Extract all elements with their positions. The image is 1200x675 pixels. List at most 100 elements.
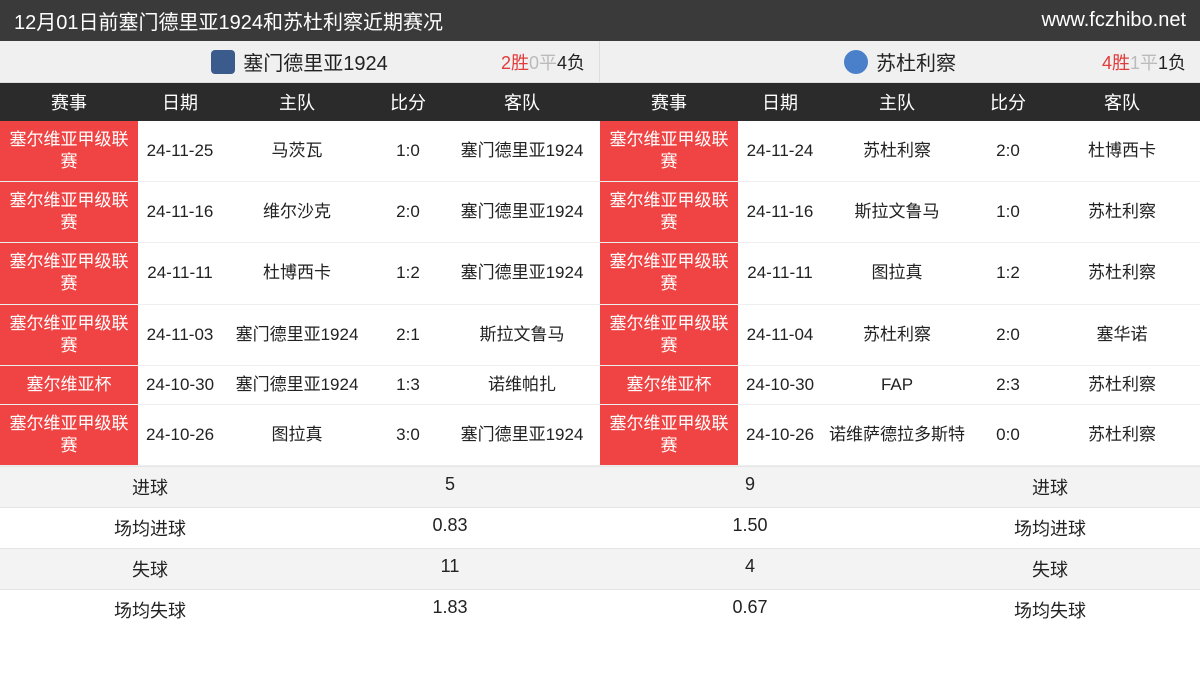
sum-label: 场均失球 — [900, 590, 1200, 630]
cell-score: 2:0 — [372, 182, 444, 243]
team-b-table-wrap: 赛事 日期 主队 比分 客队 塞尔维亚甲级联赛24-11-24苏杜利察2:0杜博… — [600, 83, 1200, 466]
cell-score: 1:2 — [372, 243, 444, 304]
cell-comp: 塞尔维亚甲级联赛 — [600, 404, 738, 465]
cell-date: 24-11-16 — [738, 182, 822, 243]
col-away: 客队 — [1044, 83, 1200, 121]
cell-date: 24-11-11 — [738, 243, 822, 304]
team-b-logo-icon — [844, 50, 868, 74]
cell-score: 0:0 — [972, 404, 1044, 465]
col-home: 主队 — [822, 83, 972, 121]
cell-score: 2:3 — [972, 365, 1044, 404]
table-row: 塞尔维亚甲级联赛24-10-26诺维萨德拉多斯特0:0苏杜利察 — [600, 404, 1200, 465]
team-a-table: 赛事 日期 主队 比分 客队 塞尔维亚甲级联赛24-11-25马茨瓦1:0塞门德… — [0, 83, 600, 466]
cell-away: 苏杜利察 — [1044, 243, 1200, 304]
table-row: 塞尔维亚甲级联赛24-11-16斯拉文鲁马1:0苏杜利察 — [600, 182, 1200, 243]
cell-home: FAP — [822, 365, 972, 404]
team-b-wins: 4胜 — [1102, 53, 1130, 73]
sum-value: 9 — [600, 467, 900, 507]
cell-home: 斯拉文鲁马 — [822, 182, 972, 243]
table-row: 塞尔维亚甲级联赛24-11-11杜博西卡1:2塞门德里亚1924 — [0, 243, 600, 304]
cell-away: 苏杜利察 — [1044, 182, 1200, 243]
col-date: 日期 — [138, 83, 222, 121]
cell-home: 塞门德里亚1924 — [222, 365, 372, 404]
cell-away: 诺维帕扎 — [444, 365, 600, 404]
cell-date: 24-11-03 — [138, 304, 222, 365]
sum-label: 失球 — [0, 549, 300, 589]
col-comp: 赛事 — [0, 83, 138, 121]
page-title: 12月01日前塞门德里亚1924和苏杜利察近期赛况 — [14, 6, 443, 35]
cell-date: 24-10-30 — [138, 365, 222, 404]
col-score: 比分 — [972, 83, 1044, 121]
cell-home: 塞门德里亚1924 — [222, 304, 372, 365]
cell-score: 2:0 — [972, 121, 1044, 182]
cell-comp: 塞尔维亚甲级联赛 — [0, 121, 138, 182]
cell-home: 维尔沙克 — [222, 182, 372, 243]
sum-label: 进球 — [900, 467, 1200, 507]
team-a-logo-icon — [211, 50, 235, 74]
cell-comp: 塞尔维亚甲级联赛 — [600, 121, 738, 182]
cell-home: 苏杜利察 — [822, 121, 972, 182]
cell-comp: 塞尔维亚杯 — [600, 365, 738, 404]
team-a-table-wrap: 赛事 日期 主队 比分 客队 塞尔维亚甲级联赛24-11-25马茨瓦1:0塞门德… — [0, 83, 600, 466]
team-b-losses: 1负 — [1158, 53, 1186, 73]
cell-away: 苏杜利察 — [1044, 365, 1200, 404]
sum-label: 进球 — [0, 467, 300, 507]
team-a-wins: 2胜 — [501, 53, 529, 73]
sum-label: 场均失球 — [0, 590, 300, 630]
cell-comp: 塞尔维亚甲级联赛 — [600, 304, 738, 365]
team-b-table: 赛事 日期 主队 比分 客队 塞尔维亚甲级联赛24-11-24苏杜利察2:0杜博… — [600, 83, 1200, 466]
col-date: 日期 — [738, 83, 822, 121]
cell-comp: 塞尔维亚甲级联赛 — [0, 182, 138, 243]
tables-row: 赛事 日期 主队 比分 客队 塞尔维亚甲级联赛24-11-25马茨瓦1:0塞门德… — [0, 83, 1200, 466]
cell-date: 24-11-25 — [138, 121, 222, 182]
cell-away: 塞华诺 — [1044, 304, 1200, 365]
col-comp: 赛事 — [600, 83, 738, 121]
sum-value: 11 — [300, 549, 600, 589]
team-a-summary: 进球5 场均进球0.83 失球11 场均失球1.83 — [0, 466, 600, 630]
table-row: 塞尔维亚甲级联赛24-11-16维尔沙克2:0塞门德里亚1924 — [0, 182, 600, 243]
cell-home: 图拉真 — [222, 404, 372, 465]
table-row: 塞尔维亚杯24-10-30塞门德里亚19241:3诺维帕扎 — [0, 365, 600, 404]
cell-comp: 塞尔维亚甲级联赛 — [0, 404, 138, 465]
team-b-summary: 9进球 1.50场均进球 4失球 0.67场均失球 — [600, 466, 1200, 630]
cell-home: 苏杜利察 — [822, 304, 972, 365]
cell-home: 杜博西卡 — [222, 243, 372, 304]
team-header-row: 塞门德里亚1924 2胜0平4负 苏杜利察 4胜1平1负 — [0, 41, 1200, 83]
cell-score: 1:0 — [372, 121, 444, 182]
cell-score: 1:2 — [972, 243, 1044, 304]
cell-home: 图拉真 — [822, 243, 972, 304]
cell-date: 24-11-11 — [138, 243, 222, 304]
cell-date: 24-10-26 — [138, 404, 222, 465]
col-away: 客队 — [444, 83, 600, 121]
team-a-header: 塞门德里亚1924 2胜0平4负 — [0, 41, 600, 83]
cell-away: 苏杜利察 — [1044, 404, 1200, 465]
team-b-draws: 1平 — [1130, 53, 1158, 73]
sum-value: 1.50 — [600, 508, 900, 548]
cell-score: 2:1 — [372, 304, 444, 365]
table-row: 塞尔维亚甲级联赛24-11-11图拉真1:2苏杜利察 — [600, 243, 1200, 304]
sum-value: 1.83 — [300, 590, 600, 630]
team-b-header: 苏杜利察 4胜1平1负 — [600, 41, 1200, 83]
cell-comp: 塞尔维亚甲级联赛 — [0, 304, 138, 365]
sum-value: 5 — [300, 467, 600, 507]
sum-value: 0.67 — [600, 590, 900, 630]
cell-comp: 塞尔维亚甲级联赛 — [600, 182, 738, 243]
sum-label: 失球 — [900, 549, 1200, 589]
cell-date: 24-10-26 — [738, 404, 822, 465]
cell-score: 3:0 — [372, 404, 444, 465]
team-a-draws: 0平 — [529, 53, 557, 73]
table-row: 塞尔维亚甲级联赛24-10-26图拉真3:0塞门德里亚1924 — [0, 404, 600, 465]
cell-away: 塞门德里亚1924 — [444, 121, 600, 182]
sum-value: 0.83 — [300, 508, 600, 548]
cell-date: 24-11-24 — [738, 121, 822, 182]
team-a-losses: 4负 — [557, 53, 585, 73]
sum-value: 4 — [600, 549, 900, 589]
cell-comp: 塞尔维亚杯 — [0, 365, 138, 404]
sum-label: 场均进球 — [900, 508, 1200, 548]
sum-label: 场均进球 — [0, 508, 300, 548]
cell-score: 2:0 — [972, 304, 1044, 365]
col-score: 比分 — [372, 83, 444, 121]
cell-home: 马茨瓦 — [222, 121, 372, 182]
site-url: www.fczhibo.net — [1041, 9, 1186, 32]
cell-score: 1:0 — [972, 182, 1044, 243]
